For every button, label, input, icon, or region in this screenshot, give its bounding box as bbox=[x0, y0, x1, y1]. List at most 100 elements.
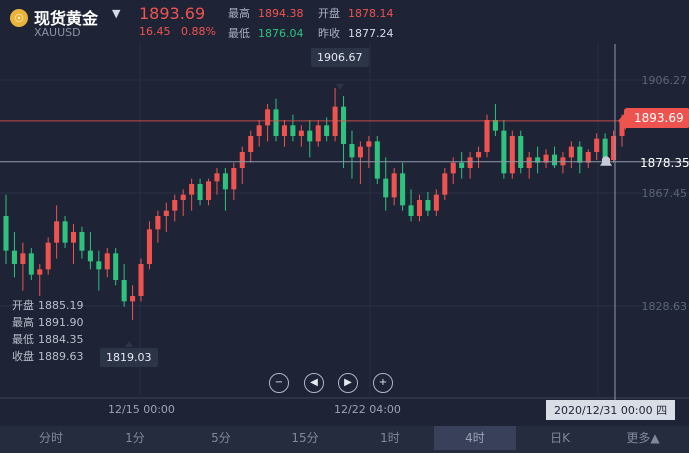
stat-low-label: 最低 bbox=[228, 27, 250, 40]
gold-coin-icon: ☉ bbox=[10, 9, 28, 27]
candle-body bbox=[222, 173, 228, 190]
candle-body bbox=[96, 261, 102, 270]
candle-body bbox=[37, 269, 43, 275]
y-tick-label: 1828.63 bbox=[641, 300, 688, 313]
bell-icon bbox=[600, 156, 612, 166]
candle-body bbox=[54, 221, 60, 243]
candle-body bbox=[366, 141, 372, 147]
tab-4hour[interactable]: 4时 bbox=[434, 426, 516, 450]
stat-prev-value: 1877.24 bbox=[348, 27, 394, 40]
candle-body bbox=[518, 136, 524, 168]
candle-body bbox=[70, 232, 77, 243]
candle-body bbox=[146, 229, 152, 264]
candlestick-chart[interactable] bbox=[0, 44, 689, 426]
candle-body bbox=[433, 194, 439, 211]
min-callout-pointer bbox=[125, 341, 133, 347]
ohlc-low-value: 1884.35 bbox=[38, 333, 84, 346]
stat-low: 最低 1876.04 bbox=[228, 25, 304, 41]
candle-body bbox=[619, 120, 625, 136]
scroll-right-button[interactable]: ▶ bbox=[338, 373, 358, 393]
current-price-tag: 1893.69 bbox=[624, 108, 689, 128]
candle-body bbox=[20, 253, 26, 264]
ohlc-close-label: 收盘 bbox=[12, 350, 34, 363]
chevron-down-icon[interactable]: ▼ bbox=[112, 7, 121, 20]
tab-fenshi[interactable]: 分时 bbox=[38, 431, 63, 445]
candle-body bbox=[341, 106, 347, 144]
candle-body bbox=[349, 144, 355, 158]
candle-body bbox=[239, 152, 245, 168]
candle-body bbox=[391, 173, 397, 198]
price-change: 16.45 bbox=[139, 25, 171, 38]
crosshair-date-label: 2020/12/31 00:00 四 bbox=[546, 400, 676, 420]
stat-open: 开盘 1878.14 bbox=[318, 5, 394, 21]
candle-body bbox=[172, 200, 178, 211]
candle-body bbox=[155, 216, 161, 230]
symbol-name[interactable]: 现货黄金 bbox=[34, 9, 99, 28]
tab-more[interactable]: 更多▲ bbox=[626, 431, 660, 445]
tab-1hour[interactable]: 1时 bbox=[380, 431, 400, 445]
candle-body bbox=[467, 157, 473, 168]
candle-body bbox=[577, 146, 583, 163]
candle-body bbox=[611, 136, 617, 160]
symbol-code: XAUUSD bbox=[34, 26, 81, 39]
x-tick-label: 12/15 00:00 bbox=[108, 403, 175, 416]
tab-daily[interactable]: 日K bbox=[550, 431, 570, 445]
candle-body bbox=[11, 250, 17, 264]
crosshair-price-tag: 1878.35 bbox=[640, 156, 689, 170]
zoom-in-button[interactable]: + bbox=[373, 373, 393, 393]
tab-5min[interactable]: 5分 bbox=[211, 431, 231, 445]
stat-prev-label: 昨收 bbox=[318, 27, 340, 40]
last-price: 1893.69 bbox=[139, 4, 206, 23]
stat-high-label: 最高 bbox=[228, 7, 250, 20]
candle-body bbox=[281, 125, 287, 136]
candle-body bbox=[535, 157, 541, 163]
stat-open-label: 开盘 bbox=[318, 7, 340, 20]
candle-body bbox=[602, 138, 608, 160]
candle-body bbox=[214, 173, 220, 182]
candle-body bbox=[189, 184, 195, 195]
stat-high: 最高 1894.38 bbox=[228, 5, 304, 21]
y-tick-label: 1867.45 bbox=[641, 187, 688, 200]
tab-15min[interactable]: 15分 bbox=[291, 431, 319, 445]
ohlc-high-value: 1891.90 bbox=[38, 316, 84, 329]
stat-prev-close: 昨收 1877.24 bbox=[318, 25, 394, 41]
scroll-left-button[interactable]: ◀ bbox=[304, 373, 324, 393]
candle-body bbox=[163, 210, 169, 216]
max-callout-pointer bbox=[336, 84, 344, 90]
interval-tabs: 分时 1分 5分 15分 1时 4时 日K 更多▲ bbox=[0, 426, 689, 453]
candle-body bbox=[205, 181, 212, 200]
ohlc-low-label: 最低 bbox=[12, 333, 34, 346]
candle-body bbox=[425, 200, 431, 211]
candle-body bbox=[357, 146, 363, 158]
stat-low-value: 1876.04 bbox=[258, 27, 304, 40]
candle-body bbox=[492, 120, 498, 131]
candle-body bbox=[248, 136, 254, 152]
candle-body bbox=[79, 232, 85, 251]
tab-1min[interactable]: 1分 bbox=[125, 431, 145, 445]
candle-body bbox=[45, 242, 51, 270]
candle-body bbox=[138, 264, 144, 296]
candle-body bbox=[383, 178, 389, 198]
candle-body bbox=[416, 200, 423, 216]
candle-body bbox=[3, 216, 9, 251]
candle-body bbox=[501, 130, 507, 174]
candle-body bbox=[28, 253, 34, 275]
min-price-callout: 1819.03 bbox=[100, 348, 158, 367]
candle-body bbox=[256, 125, 262, 136]
zoom-out-button[interactable]: − bbox=[269, 373, 289, 393]
candle-body bbox=[526, 157, 532, 168]
ohlc-tooltip: 开盘 1885.19 最高 1891.90 最低 1884.35 收盘 1889.63 bbox=[12, 297, 84, 365]
y-tick-label: 1906.27 bbox=[641, 74, 688, 87]
candle-body bbox=[476, 152, 482, 158]
candle-body bbox=[374, 141, 380, 179]
candle-body bbox=[459, 162, 465, 168]
chart-controls: − ◀ ▶ + bbox=[0, 373, 689, 395]
candle-body bbox=[113, 253, 119, 280]
candle-body bbox=[509, 136, 515, 174]
candle-body bbox=[298, 130, 304, 136]
candle-body bbox=[130, 296, 136, 302]
candle-body bbox=[197, 184, 203, 200]
price-change-percent: 0.88% bbox=[181, 25, 216, 38]
candle-body bbox=[594, 138, 600, 152]
candle-body bbox=[450, 162, 456, 174]
